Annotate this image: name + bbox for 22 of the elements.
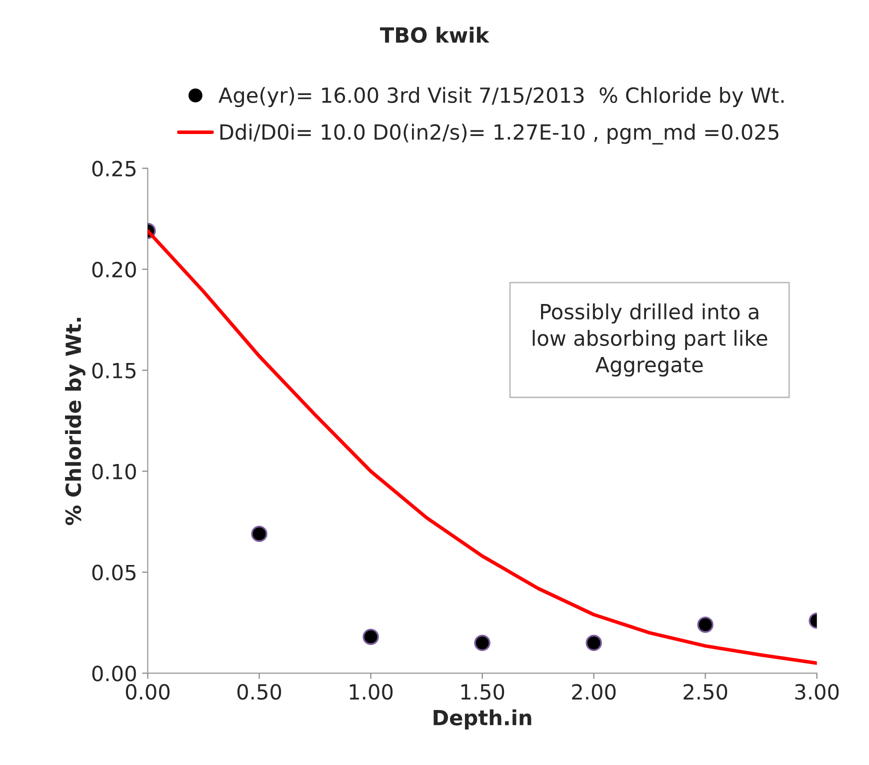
x-tick-label: 3.00 [795,684,839,700]
point [586,634,602,652]
y-tick-label: 0.20 [92,262,136,278]
y-tick-label: 0.05 [92,564,136,580]
x-tick-label: 0.50 [237,684,282,700]
x-axis-title: Depth.in [434,709,532,730]
x-tick-label: 1.50 [461,684,504,700]
point [474,634,490,652]
point [362,628,379,645]
y-tick-label: 0.00 [92,666,136,682]
y-tick-label: 0.25 [92,160,136,177]
y-axis-title: % Chloride by Wt. [65,318,86,526]
y-tick-label: 0.10 [92,464,136,480]
x-tick-label: 1.00 [350,684,393,700]
legend-label: Age(yr)= 16.00 3rd Visit 7/15/2013 % Chloride by Wt. [218,86,784,108]
legend-label: Ddi/D0i= 10.0 D0(in2/s)= 1.27E-10 , pgm_md =0.025 [220,124,778,144]
x-tick-label: 0.00 [126,684,170,700]
x-tick-label: 2.00 [572,684,616,700]
y-tick-label: 0.15 [92,362,136,378]
chart-title: TBO kwik [380,26,490,43]
x-tick-label: 2.50 [684,684,728,700]
annotation: Possibly drilled into a low absorbing part like Aggregate [532,303,768,377]
